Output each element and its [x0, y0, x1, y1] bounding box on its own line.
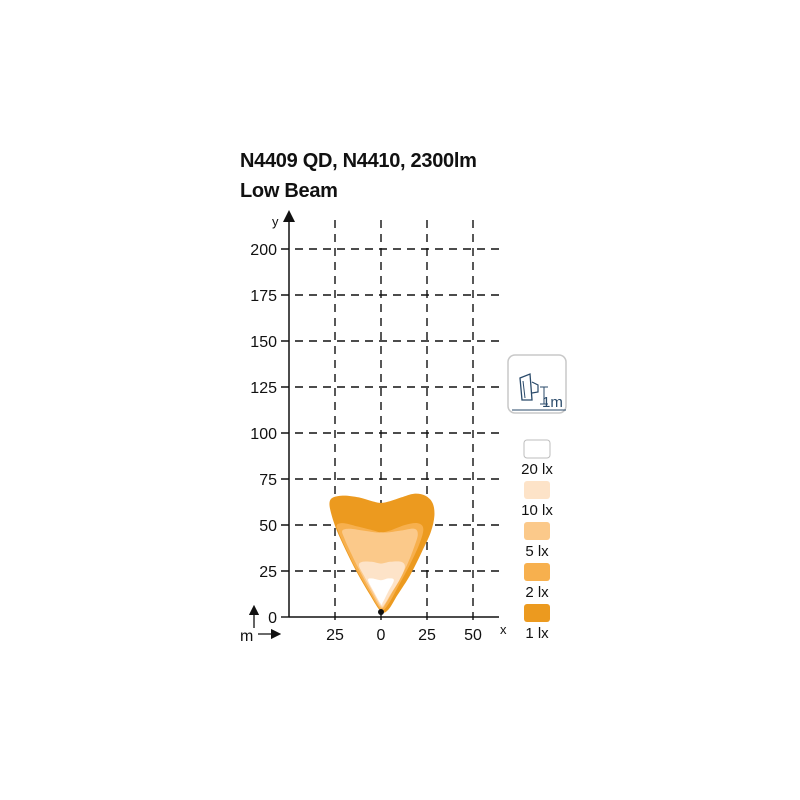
legend-swatch: [524, 563, 550, 581]
y-tick-label: 100: [250, 426, 277, 443]
legend-swatch: [524, 522, 550, 540]
y-tick-label: 125: [250, 380, 277, 397]
y-axis-label: y: [272, 214, 279, 229]
legend-label: 10 lx: [521, 502, 553, 519]
mounting-height-label: 1m: [542, 394, 563, 411]
legend: 20 lx 10 lx 5 lx 2 lx 1 lx: [521, 439, 553, 642]
legend-label: 5 lx: [525, 543, 549, 560]
legend-label: 1 lx: [525, 625, 549, 642]
y-tick-label: 25: [259, 564, 277, 581]
x-tick-label: 25: [326, 627, 344, 644]
y-tick-label: 150: [250, 334, 277, 351]
grid-lines: [281, 220, 499, 621]
chart-subtitle: Low Beam: [240, 180, 338, 202]
isolux-area-20lx: [368, 578, 394, 605]
isolux-contours: [329, 493, 435, 613]
unit-label: m: [240, 628, 253, 645]
legend-swatch: [524, 604, 550, 622]
legend-label: 20 lx: [521, 461, 553, 478]
y-tick-label: 175: [250, 288, 277, 305]
mounting-height-icon: 1m: [507, 354, 567, 414]
x-axis-label: x: [500, 622, 507, 637]
y-tick-label: 200: [250, 242, 277, 259]
legend-label: 2 lx: [525, 584, 549, 601]
x-tick-label: 50: [464, 627, 482, 644]
y-tick-label: 0: [268, 610, 277, 627]
legend-swatch: [523, 439, 551, 459]
legend-swatch: [524, 481, 550, 499]
x-tick-label: 0: [377, 627, 386, 644]
y-tick-label: 50: [259, 518, 277, 535]
unit-indicator: m: [240, 604, 282, 645]
x-tick-label: 25: [418, 627, 436, 644]
light-source-point: [378, 609, 384, 615]
y-tick-label: 75: [259, 472, 277, 489]
tick-labels: 0 25 50 75 100 125 150 175 200 25 0 25 50: [250, 242, 482, 644]
chart-title: N4409 QD, N4410, 2300lm: [240, 150, 477, 172]
